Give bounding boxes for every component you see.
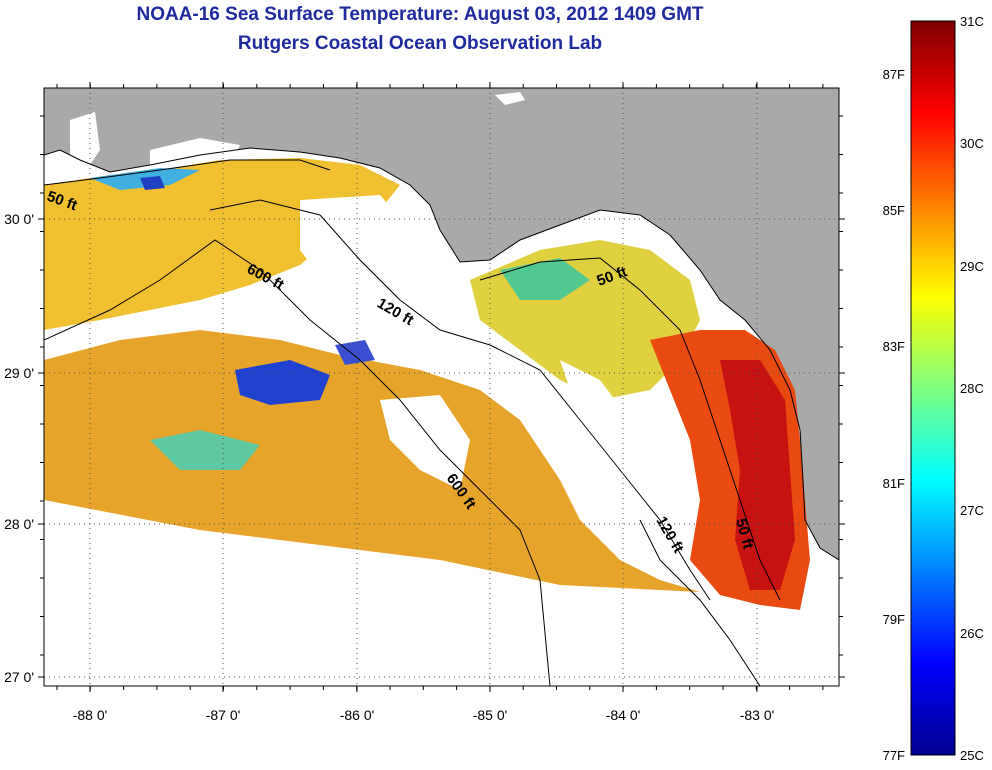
celsius-tick-label: 25C bbox=[960, 748, 984, 763]
celsius-tick-label: 31C bbox=[960, 14, 984, 29]
latitude-tick-label: 29 0' bbox=[4, 365, 34, 381]
fahrenheit-tick-label: 85F bbox=[883, 203, 905, 218]
fahrenheit-tick-label: 87F bbox=[883, 67, 905, 82]
land-mass bbox=[44, 88, 839, 560]
fahrenheit-tick-label: 81F bbox=[883, 476, 905, 491]
celsius-tick-label: 26C bbox=[960, 626, 984, 641]
contour-120ft bbox=[209, 199, 711, 601]
longitude-tick-label: -84 0' bbox=[606, 707, 641, 723]
map-title: NOAA-16 Sea Surface Temperature: August … bbox=[136, 4, 704, 25]
longitude-tick-label: -85 0' bbox=[473, 707, 508, 723]
contour-600ft bbox=[44, 239, 551, 686]
contour-deep bbox=[639, 519, 761, 686]
longitude-tick-label: -83 0' bbox=[740, 707, 775, 723]
coastal-bay bbox=[150, 138, 240, 165]
latitude-tick-label: 27 0' bbox=[4, 669, 34, 685]
sst-cool-patch bbox=[150, 430, 260, 470]
sst-cool-patch bbox=[235, 360, 330, 405]
longitude-tick-label: -86 0' bbox=[340, 707, 375, 723]
fahrenheit-tick-label: 79F bbox=[883, 612, 905, 627]
sst-cool-patch bbox=[500, 258, 590, 300]
swath-edge-no-data bbox=[44, 530, 839, 686]
axis-ticks bbox=[38, 82, 845, 692]
map-border bbox=[43, 87, 840, 687]
fahrenheit-tick-label: 83F bbox=[883, 339, 905, 354]
longitude-labels: -88 0' -87 0' -86 0' -85 0' -84 0' -83 0' bbox=[73, 707, 775, 723]
latitude-tick-label: 30 0' bbox=[4, 211, 34, 227]
cloud-gap bbox=[560, 360, 660, 500]
colorbar-scale bbox=[910, 20, 956, 756]
sst-field-hot-core bbox=[720, 360, 795, 590]
sst-cool-patch bbox=[140, 176, 165, 190]
coastal-bay bbox=[495, 92, 525, 105]
longitude-tick-label: -88 0' bbox=[73, 707, 108, 723]
longitude-tick-label: -87 0' bbox=[206, 707, 241, 723]
latitude-labels: 30 0' 29 0' 28 0' 27 0' bbox=[4, 211, 34, 685]
celsius-tick-label: 29C bbox=[960, 259, 984, 274]
coastal-bay bbox=[70, 112, 100, 165]
fahrenheit-tick-label: 77F bbox=[883, 748, 905, 763]
celsius-labels: 31C 30C 29C 28C 27C 26C 25C bbox=[960, 14, 984, 763]
celsius-tick-label: 30C bbox=[960, 136, 984, 151]
celsius-tick-label: 27C bbox=[960, 503, 984, 518]
map-subtitle: Rutgers Coastal Ocean Observation Lab bbox=[237, 33, 603, 54]
latitude-tick-label: 28 0' bbox=[4, 516, 34, 532]
coastline bbox=[44, 147, 839, 561]
contour-50ft bbox=[44, 159, 781, 601]
celsius-tick-label: 28C bbox=[960, 381, 984, 396]
sst-field-south bbox=[44, 330, 700, 592]
cloud-gap bbox=[380, 395, 470, 490]
fahrenheit-labels: 87F 85F 83F 81F 79F 77F bbox=[883, 67, 905, 763]
sst-cool-patch bbox=[335, 340, 375, 365]
